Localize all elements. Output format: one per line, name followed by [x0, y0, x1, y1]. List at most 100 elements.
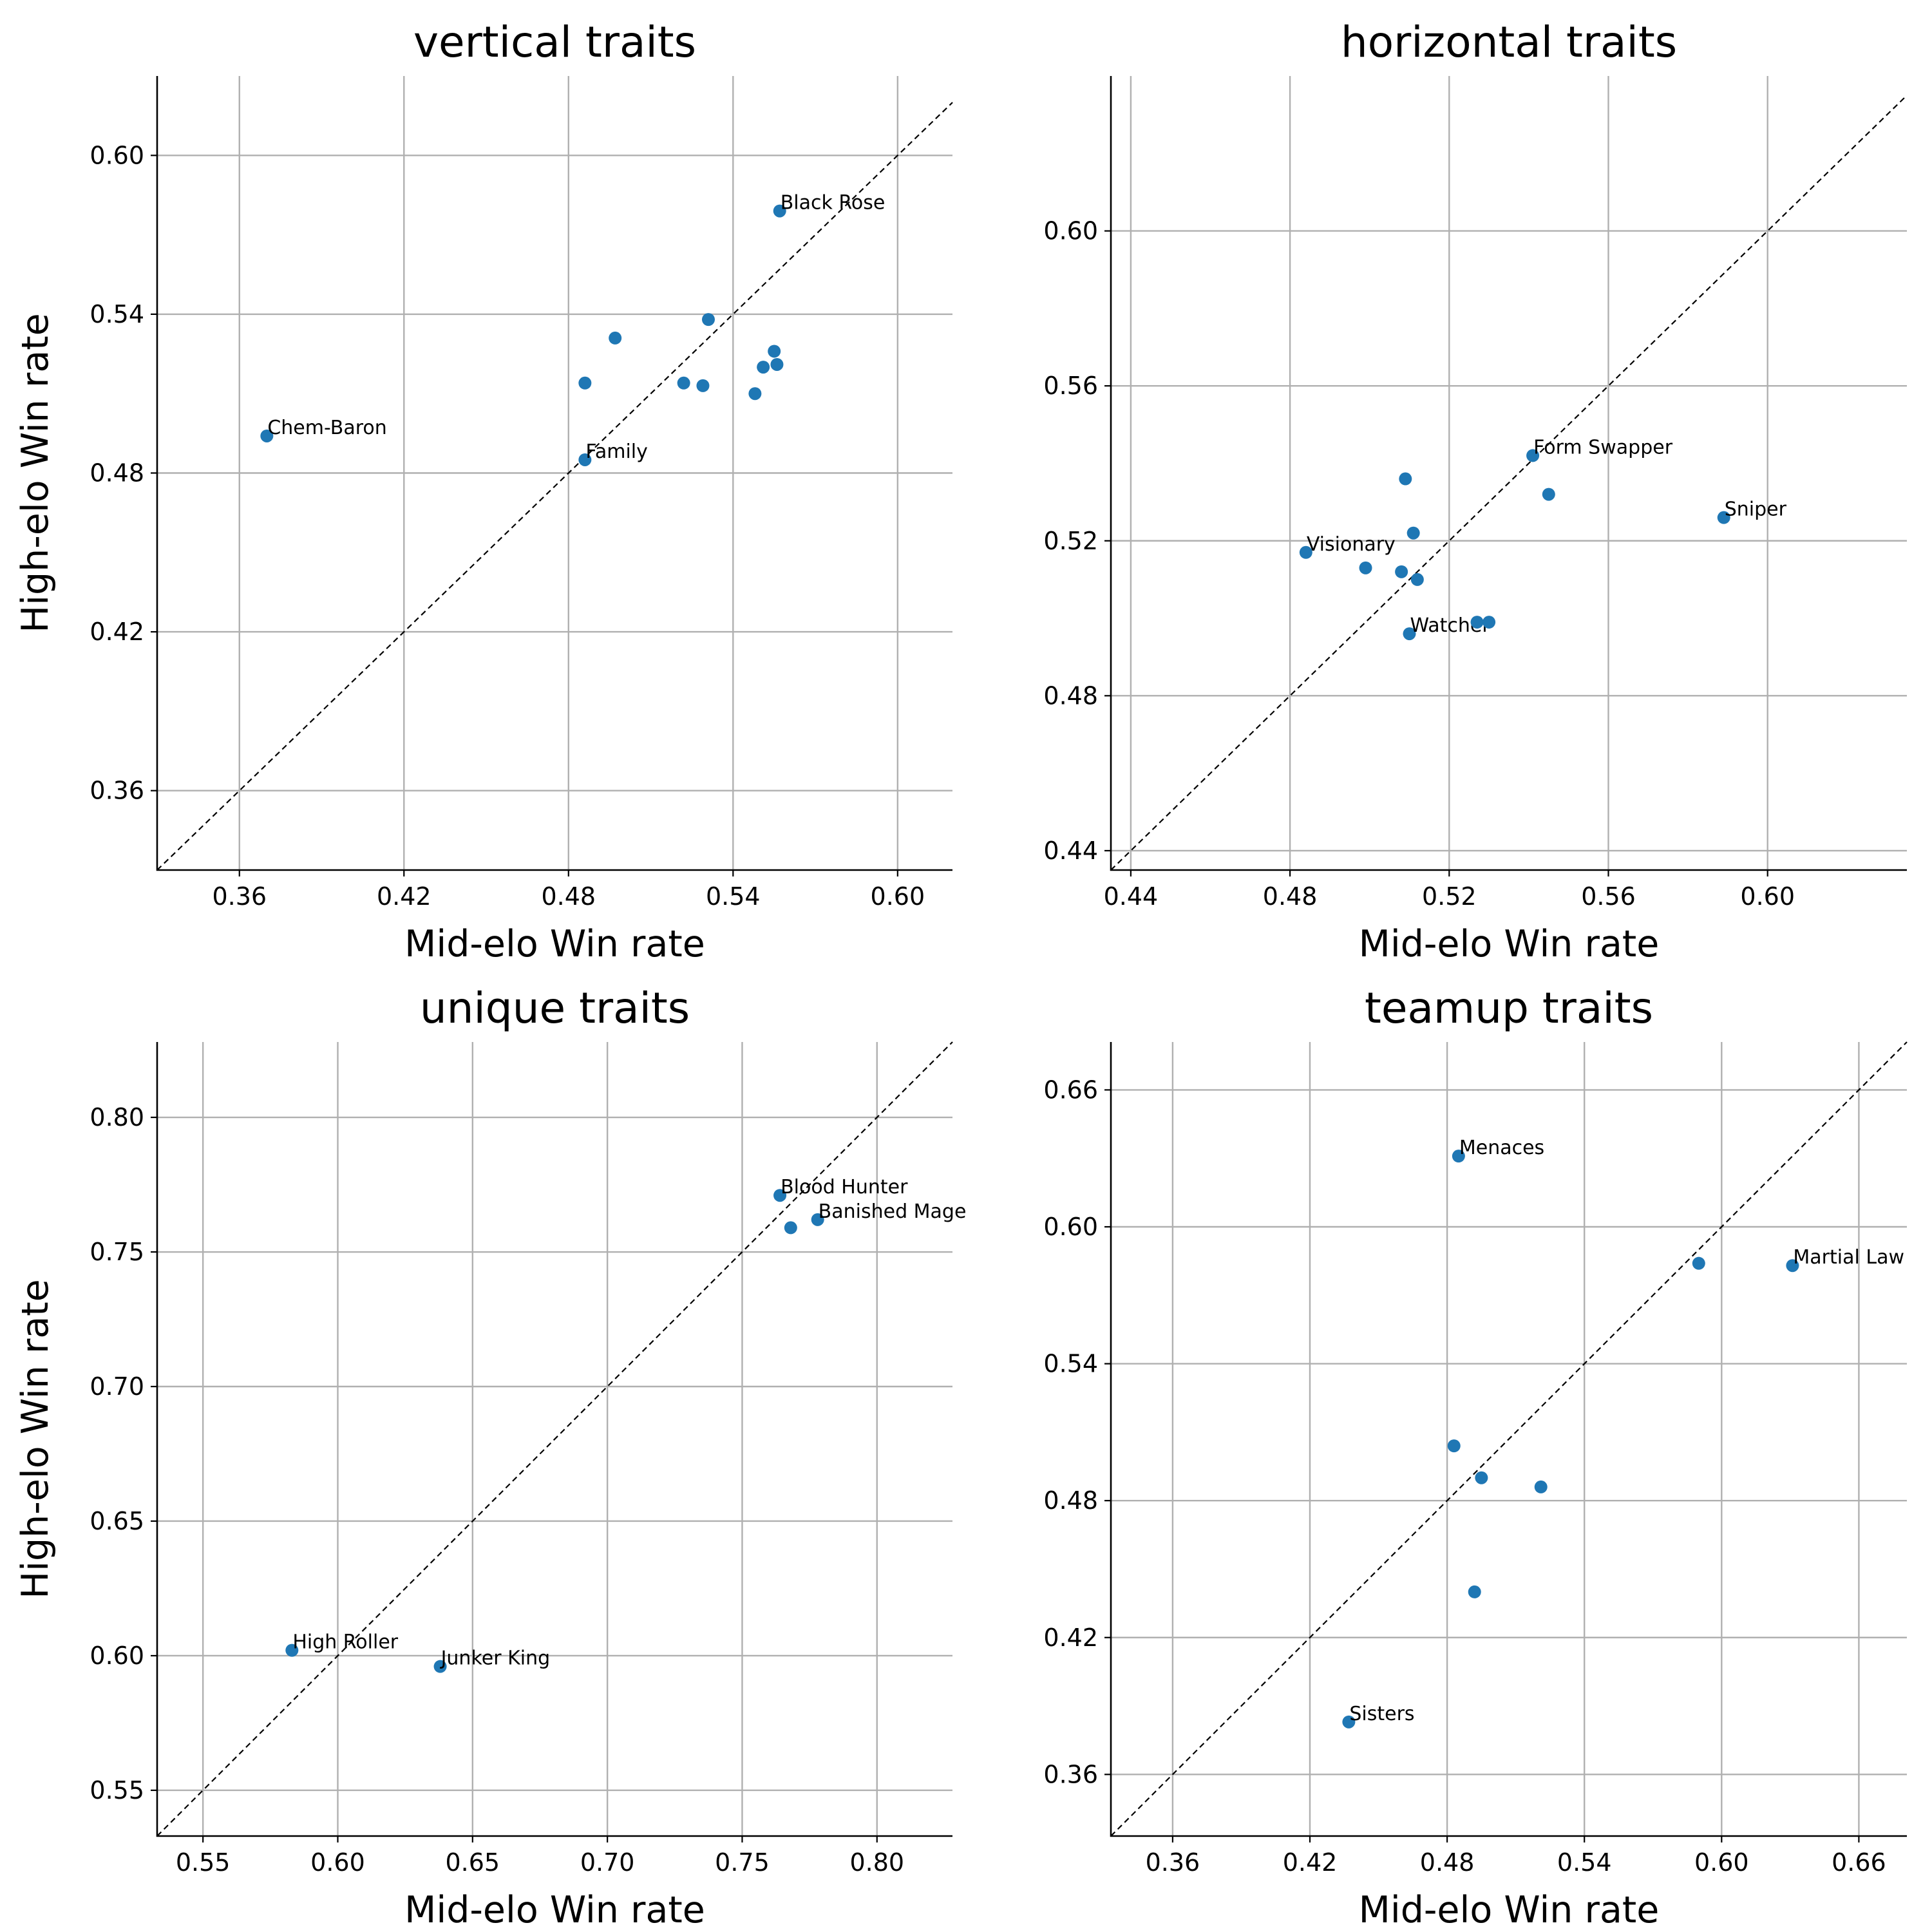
scatter-point: [1542, 488, 1555, 501]
scatter-point: [768, 345, 781, 358]
scatter-point: [1410, 573, 1424, 586]
axis-spine: [156, 1042, 952, 1837]
axis-spine: [1110, 1042, 1907, 1837]
axis-spines: [1110, 76, 1907, 871]
point-label: Junker King: [440, 1647, 551, 1670]
scatter-point: [1403, 627, 1416, 641]
x-tick-label: 0.56: [1581, 882, 1636, 911]
y-tick-label: 0.80: [90, 1103, 144, 1132]
y-tick-label: 0.42: [1043, 1624, 1098, 1652]
scatter-point: [433, 1660, 447, 1673]
x-tick-label: 0.36: [1146, 1848, 1200, 1877]
y-tick-label: 0.48: [1043, 681, 1098, 710]
y-tick-label: 0.65: [90, 1507, 144, 1535]
x-tick-label: 0.48: [541, 882, 596, 911]
x-tick-label: 0.60: [1694, 1848, 1749, 1877]
ticks: 0.36 0.42 0.48 0.54 0.60 0.66 0.36 0.42 0.48 0.54…: [1043, 1075, 1886, 1877]
scatter-point: [1786, 1259, 1799, 1273]
point-label: Family: [585, 440, 648, 463]
x-axis-label: Mid-elo Win rate: [404, 1889, 705, 1931]
scatter-point: [696, 379, 710, 392]
point-label: Chem-Baron: [267, 417, 386, 439]
panel-vertical-traits: 0.36 0.42 0.48 0.54 0.60 0.36 0.42 0.48 0.54 0.60…: [14, 17, 953, 965]
scatter-point: [748, 387, 762, 401]
axis-spines: [156, 76, 952, 871]
scatter-point: [578, 453, 592, 466]
axis-spine: [1110, 76, 1907, 871]
point-label: Blood Hunter: [781, 1176, 908, 1198]
y-tick-label: 0.60: [1043, 1213, 1098, 1241]
x-tick-label: 0.42: [1283, 1848, 1338, 1877]
axis-spine: [156, 76, 952, 871]
grid: [157, 1042, 952, 1836]
x-axis-label: Mid-elo Win rate: [1359, 1889, 1660, 1931]
y-tick-label: 0.54: [1043, 1350, 1098, 1378]
x-tick-label: 0.36: [212, 882, 267, 911]
ticks: 0.36 0.42 0.48 0.54 0.60 0.36 0.42 0.48 0.54 0.60: [90, 141, 925, 911]
identity-line: [156, 1041, 953, 1837]
point-label: Black Rose: [781, 192, 886, 214]
point-label: Banished Mage: [819, 1200, 967, 1223]
scatter-point: [1470, 616, 1484, 629]
panel-title: vertical traits: [413, 17, 696, 67]
scatter-point: [1299, 545, 1312, 559]
y-tick-label: 0.36: [90, 777, 144, 805]
x-tick-label: 0.55: [176, 1848, 231, 1877]
scatter-point: [773, 1189, 787, 1202]
scatter-point: [285, 1643, 299, 1657]
ticks: 0.44 0.48 0.52 0.56 0.60 0.44 0.48 0.52 0.56 0.60: [1043, 217, 1795, 911]
point-label: Sisters: [1349, 1703, 1414, 1725]
identity-line: [1110, 95, 1908, 871]
x-tick-label: 0.60: [1740, 882, 1795, 911]
identity-line: [156, 102, 953, 871]
scatter-point: [784, 1221, 797, 1235]
scatter-points: Menaces Martial Law Sisters: [1342, 1137, 1904, 1728]
x-tick-label: 0.42: [377, 882, 431, 911]
scatter-point: [1692, 1256, 1705, 1270]
axis-spines: [156, 1042, 952, 1837]
x-axis-label: Mid-elo Win rate: [404, 923, 705, 965]
y-tick-label: 0.48: [90, 459, 144, 488]
scatter-point: [1452, 1150, 1465, 1163]
grid: [157, 76, 952, 870]
x-tick-label: 0.52: [1422, 882, 1477, 911]
ticks: 0.55 0.60 0.65 0.70 0.75 0.80 0.55 0.60 0.65 0.70…: [90, 1103, 904, 1877]
scatter-point: [677, 376, 690, 390]
panel-horizontal-traits: 0.44 0.48 0.52 0.56 0.60 0.44 0.48 0.52 0.56 0.60…: [1043, 17, 1908, 965]
point-label: Martial Law: [1793, 1246, 1904, 1269]
scatter-point: [1468, 1585, 1481, 1598]
y-tick-label: 0.54: [90, 300, 144, 328]
scatter-point: [811, 1213, 824, 1226]
scatter-point: [1717, 511, 1730, 524]
y-tick-label: 0.60: [90, 1642, 144, 1670]
x-tick-label: 0.60: [871, 882, 925, 911]
scatter-points: Black Rose Chem-Baron Family: [260, 192, 885, 466]
point-label: Form Swapper: [1533, 436, 1673, 459]
scatter-point: [1342, 1715, 1356, 1728]
x-tick-label: 0.54: [706, 882, 761, 911]
x-tick-label: 0.70: [580, 1848, 635, 1877]
scatter-point: [770, 357, 784, 371]
grid: [1111, 76, 1907, 870]
y-axis-label: High-elo Win rate: [14, 313, 57, 632]
scatter-point: [701, 313, 715, 327]
x-tick-label: 0.44: [1104, 882, 1159, 911]
x-tick-label: 0.54: [1557, 1848, 1612, 1877]
y-tick-label: 0.60: [1043, 217, 1098, 245]
x-tick-label: 0.48: [1420, 1848, 1475, 1877]
scatter-point: [757, 361, 770, 374]
point-label: Menaces: [1459, 1137, 1544, 1159]
scatter-point: [1395, 565, 1408, 578]
y-tick-label: 0.48: [1043, 1486, 1098, 1515]
x-tick-label: 0.80: [849, 1848, 904, 1877]
identity-line: [1110, 1041, 1908, 1837]
scatter-point: [260, 429, 274, 442]
x-tick-label: 0.48: [1263, 882, 1318, 911]
scatter-point: [578, 376, 592, 390]
y-tick-label: 0.75: [90, 1238, 144, 1266]
x-tick-label: 0.75: [715, 1848, 770, 1877]
scatter-point: [1526, 449, 1540, 462]
grid: [1111, 1042, 1907, 1836]
